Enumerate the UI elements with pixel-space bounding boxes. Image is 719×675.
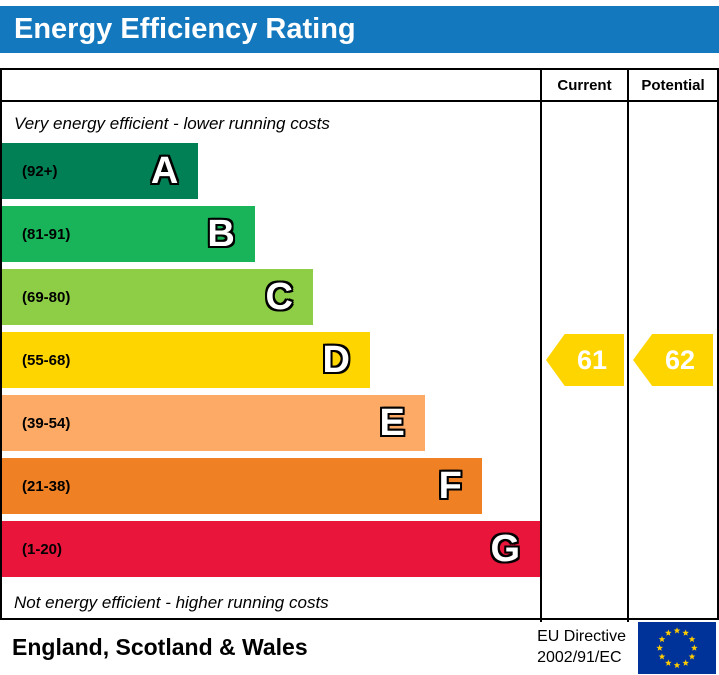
band-range-a: (92+) — [22, 162, 58, 180]
band-bar-g: (1-20) G — [2, 521, 540, 577]
band-bar-b: (81-91) B — [2, 206, 255, 262]
current-rating-arrow: 61 — [546, 334, 624, 386]
band-letter-g: G — [490, 528, 520, 570]
band-range-f: (21-38) — [22, 477, 71, 495]
band-bar-c: (69-80) C — [2, 269, 313, 325]
band-row-f: (21-38) F — [2, 458, 540, 514]
eu-directive-block: EU Directive 2002/91/EC — [537, 621, 719, 674]
potential-rating-value: 62 — [664, 344, 696, 375]
bands-area: Very energy efficient - lower running co… — [2, 102, 540, 622]
eu-flag-icon — [638, 621, 716, 674]
band-letter-e: E — [379, 402, 405, 444]
header-bar: Energy Efficiency Rating — [0, 6, 719, 53]
potential-rating-arrow: 62 — [633, 334, 713, 386]
band-bar-e: (39-54) E — [2, 395, 425, 451]
current-rating-column: 61 — [540, 102, 627, 622]
bottom-note: Not energy efficient - higher running co… — [14, 593, 329, 612]
band-range-d: (55-68) — [22, 351, 71, 369]
band-bar-d: (55-68) D — [2, 332, 370, 388]
band-row-c: (69-80) C — [2, 269, 540, 325]
band-letter-b: B — [207, 213, 235, 255]
band-range-c: (69-80) — [22, 288, 71, 306]
current-rating-value: 61 — [576, 344, 608, 375]
footer: England, Scotland & Wales EU Directive 2… — [0, 620, 719, 675]
band-row-g: (1-20) G — [2, 521, 540, 577]
band-letter-f: F — [438, 465, 462, 507]
potential-column-header: Potential — [627, 70, 717, 102]
band-row-e: (39-54) E — [2, 395, 540, 451]
band-row-d: (55-68) D — [2, 332, 540, 388]
potential-rating-column: 62 — [627, 102, 717, 622]
band-row-a: (92+) A — [2, 143, 540, 199]
band-bar-f: (21-38) F — [2, 458, 482, 514]
band-range-b: (81-91) — [22, 225, 71, 243]
region-label: England, Scotland & Wales — [12, 634, 308, 660]
band-range-g: (1-20) — [22, 540, 63, 558]
band-row-b: (81-91) B — [2, 206, 540, 262]
eu-directive-line1: EU Directive — [537, 627, 626, 645]
eu-directive-text: EU Directive 2002/91/EC — [537, 627, 626, 669]
band-letter-d: D — [322, 339, 350, 381]
band-letter-a: A — [150, 150, 179, 192]
page-title: Energy Efficiency Rating — [14, 13, 356, 45]
current-column-header: Current — [540, 70, 627, 102]
band-range-e: (39-54) — [22, 414, 71, 432]
eu-directive-line2: 2002/91/EC — [537, 648, 622, 666]
top-note: Very energy efficient - lower running co… — [14, 114, 330, 133]
rating-chart: Current Potential Very energy efficient … — [0, 68, 719, 622]
band-bar-a: (92+) A — [2, 143, 199, 199]
band-letter-c: C — [265, 276, 293, 318]
band-list: (92+) A (81-91) B (69-80) C — [2, 143, 540, 577]
chart-header-spacer — [2, 70, 540, 102]
